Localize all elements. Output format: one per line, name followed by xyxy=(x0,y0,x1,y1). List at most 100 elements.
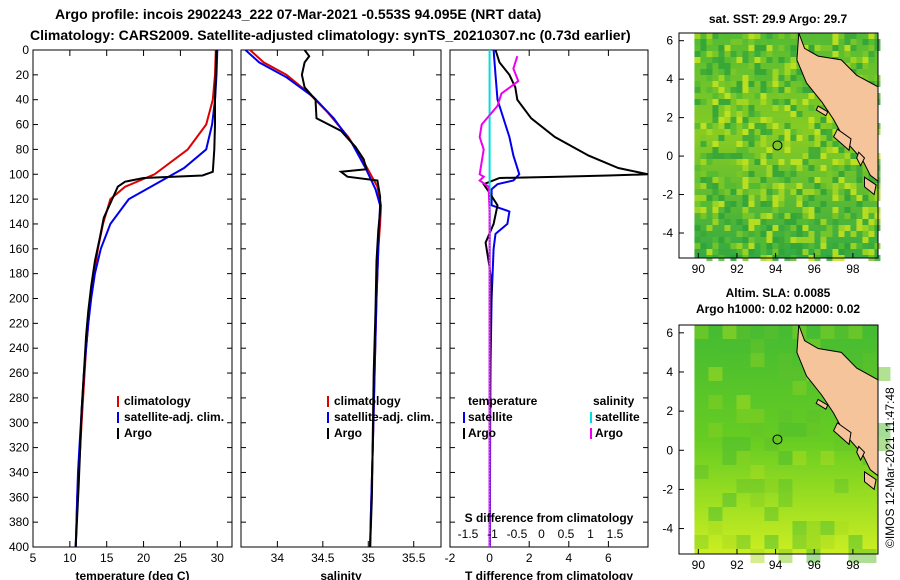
sea-cell xyxy=(754,33,761,39)
y-tick-label: 320 xyxy=(9,441,29,455)
sea-cell xyxy=(718,153,725,159)
sea-cell xyxy=(724,57,731,63)
sea-cell xyxy=(736,117,743,123)
sea-cell xyxy=(736,171,743,177)
sea-cell xyxy=(784,87,791,93)
sea-cell xyxy=(790,75,797,81)
sea-cell xyxy=(820,189,827,195)
sea-cell xyxy=(862,225,869,231)
sea-cell xyxy=(754,135,761,141)
sea-cell xyxy=(868,51,875,57)
sea-cell xyxy=(760,231,767,237)
sea-cell xyxy=(790,183,797,189)
sea-cell xyxy=(778,159,785,165)
x-tick-label: 5 xyxy=(30,551,37,565)
sea-cell xyxy=(724,189,731,195)
sea-cell xyxy=(754,225,761,231)
sea-cell xyxy=(844,165,851,171)
sea-cell xyxy=(832,165,839,171)
sea-cell xyxy=(724,207,731,213)
sea-cell xyxy=(814,189,821,195)
island xyxy=(832,128,852,152)
sea-cell xyxy=(724,99,731,105)
sea-cell xyxy=(700,171,707,177)
sea-cell xyxy=(764,535,779,549)
sea-cell xyxy=(784,57,791,63)
sea-cell xyxy=(802,207,809,213)
sea-cell xyxy=(808,45,815,51)
sea-cell xyxy=(832,123,839,129)
sea-cell xyxy=(718,177,725,183)
series-line-t-satellite xyxy=(489,50,521,547)
sea-cell xyxy=(706,69,713,75)
sea-cell xyxy=(766,135,773,141)
sea-cell xyxy=(838,183,845,189)
sea-cell xyxy=(754,219,761,225)
sea-cell xyxy=(796,183,803,189)
sumatra-landmass xyxy=(796,324,879,477)
y-tick-label: 220 xyxy=(9,316,29,330)
sea-cell xyxy=(724,249,731,255)
sea-cell xyxy=(718,45,725,51)
sea-cell xyxy=(736,147,743,153)
sea-cell xyxy=(722,451,737,465)
sea-cell xyxy=(694,57,701,63)
sea-cell xyxy=(706,183,713,189)
sea-cell xyxy=(748,183,755,189)
sea-cell xyxy=(712,93,719,99)
sea-cell xyxy=(778,183,785,189)
sea-cell xyxy=(814,135,821,141)
sea-cell xyxy=(790,213,797,219)
sea-cell xyxy=(754,123,761,129)
sea-cell xyxy=(876,437,891,451)
sea-cell xyxy=(838,33,845,39)
sea-cell xyxy=(778,353,793,367)
sea-cell xyxy=(868,225,875,231)
series-line-s-argo xyxy=(478,55,520,547)
sea-cell xyxy=(802,225,809,231)
sea-cell xyxy=(694,39,701,45)
sea-cell xyxy=(862,165,869,171)
sea-cell xyxy=(874,75,881,81)
s-diff-tick-label: 0 xyxy=(538,527,545,541)
sea-cell xyxy=(722,437,737,451)
x-tick-label: 35.5 xyxy=(402,551,426,565)
sea-cell xyxy=(718,195,725,201)
sea-cell xyxy=(724,201,731,207)
sea-cell xyxy=(712,213,719,219)
y-tick-label: 80 xyxy=(16,142,30,156)
sst_map-frame xyxy=(678,32,879,259)
legend-label: climatology xyxy=(124,394,191,408)
salinity-panel: 34 34.5 35 35.5 salinity xyxy=(240,49,442,580)
sea-cell xyxy=(724,33,731,39)
sea-cell xyxy=(764,437,779,451)
sea-cell xyxy=(736,243,743,249)
sea-cell xyxy=(700,135,707,141)
sea-cell xyxy=(718,63,725,69)
sea-cell xyxy=(790,135,797,141)
sea-cell xyxy=(820,39,827,45)
y-tick-label: -2 xyxy=(662,188,673,202)
sea-cell xyxy=(742,177,749,183)
sea-cell xyxy=(722,493,737,507)
sea-cell xyxy=(868,45,875,51)
sea-cell xyxy=(760,243,767,249)
sea-cell xyxy=(790,171,797,177)
sea-cell xyxy=(730,243,737,249)
sea-cell xyxy=(742,81,749,87)
sea-cell xyxy=(766,51,773,57)
y-tick-label: 160 xyxy=(9,242,29,256)
sea-cell xyxy=(790,99,797,105)
sea-cell xyxy=(802,189,809,195)
sea-cell xyxy=(730,159,737,165)
sea-cell xyxy=(748,63,755,69)
sea-cell xyxy=(796,219,803,225)
sea-cell xyxy=(694,249,701,255)
sea-cell xyxy=(706,129,713,135)
sea-cell xyxy=(808,243,815,249)
sea-cell xyxy=(742,165,749,171)
sea-cell xyxy=(856,225,863,231)
island xyxy=(832,422,852,446)
sea-cell xyxy=(722,535,737,549)
sea-cell xyxy=(712,51,719,57)
